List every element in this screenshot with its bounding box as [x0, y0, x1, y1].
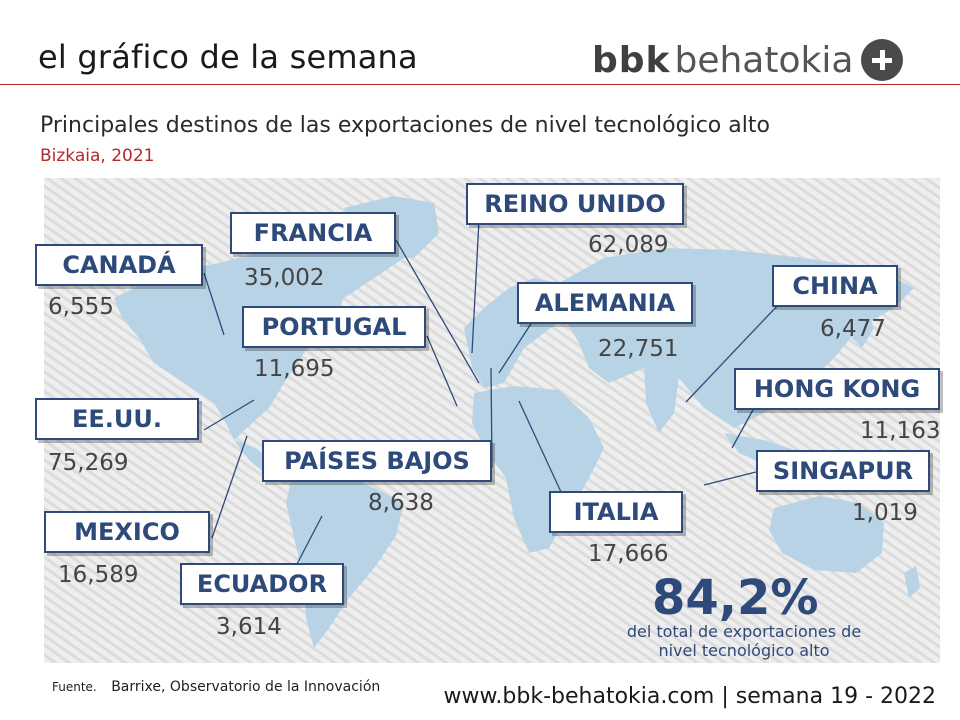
country-label-singapur: SINGAPUR — [756, 450, 930, 492]
country-value-ecuador: 3,614 — [216, 614, 282, 640]
leader-ecuador — [296, 515, 323, 565]
plus-circle-icon — [861, 39, 904, 81]
japan — [852, 306, 874, 348]
country-label-ecuador: ECUADOR — [180, 563, 344, 605]
country-label-portugal: PORTUGAL — [242, 306, 426, 348]
country-value-hong-kong: 11,163 — [860, 418, 941, 444]
page-title: el gráfico de la semana — [38, 38, 418, 76]
leader-hong-kong — [731, 407, 755, 449]
leader-singapur — [703, 471, 757, 486]
leader-alemania — [498, 315, 537, 374]
country-label-paises-bajos: PAÍSES BAJOS — [262, 440, 492, 482]
total-note: del total de exportaciones de nivel tecn… — [626, 622, 862, 660]
country-value-alemania: 22,751 — [598, 336, 679, 362]
logo-bold-text: bbk — [592, 39, 671, 81]
source-text: Barrixe, Observatorio de la Innovación — [111, 679, 381, 695]
country-value-italia: 17,666 — [588, 541, 669, 567]
leader-italia — [518, 400, 562, 493]
country-label-francia: FRANCIA — [230, 212, 396, 254]
country-value-paises-bajos: 8,638 — [368, 490, 434, 516]
africa — [472, 386, 604, 553]
country-value-mexico: 16,589 — [58, 562, 139, 588]
leader-portugal — [426, 335, 458, 407]
country-label-canada: CANADÁ — [35, 244, 203, 286]
chart-region: Bizkaia, 2021 — [40, 146, 155, 166]
country-label-reino-unido: REINO UNIDO — [466, 183, 684, 225]
country-label-italia: ITALIA — [549, 491, 683, 533]
footer-link[interactable]: www.bbk-behatokia.com | semana 19 - 2022 — [443, 684, 936, 709]
country-value-portugal: 11,695 — [254, 356, 335, 382]
brand-logo: bbk behatokia — [592, 36, 904, 84]
leader-francia — [395, 239, 480, 384]
chart-subtitle: Principales destinos de las exportacione… — [40, 113, 770, 138]
country-label-eeuu: EE.UU. — [35, 398, 199, 440]
india — [644, 368, 679, 433]
leader-eeuu — [203, 399, 255, 431]
total-percent: 84,2% — [652, 570, 819, 626]
leader-lines — [203, 219, 780, 565]
country-value-china: 6,477 — [820, 316, 886, 342]
logo-word-text: behatokia — [674, 39, 854, 81]
country-value-francia: 35,002 — [244, 265, 325, 291]
country-label-china: CHINA — [772, 265, 898, 307]
country-label-mexico: MEXICO — [44, 511, 210, 553]
country-value-reino-unido: 62,089 — [588, 232, 669, 258]
leader-mexico — [211, 435, 248, 539]
source-line: Fuente. Barrixe, Observatorio de la Inno… — [52, 679, 380, 695]
country-label-hong-kong: HONG KONG — [734, 368, 940, 410]
australia — [769, 496, 884, 573]
new-zealand — [904, 566, 920, 598]
uk-island — [476, 326, 491, 356]
leader-reino-unido — [471, 219, 480, 354]
country-value-eeuu: 75,269 — [48, 450, 129, 476]
country-value-canada: 6,555 — [48, 294, 114, 320]
country-value-singapur: 1,019 — [852, 500, 918, 526]
header-divider — [0, 84, 960, 85]
source-label: Fuente. — [52, 680, 97, 694]
leader-china — [685, 303, 780, 403]
leader-canada — [203, 272, 225, 336]
country-label-alemania: ALEMANIA — [517, 282, 693, 324]
